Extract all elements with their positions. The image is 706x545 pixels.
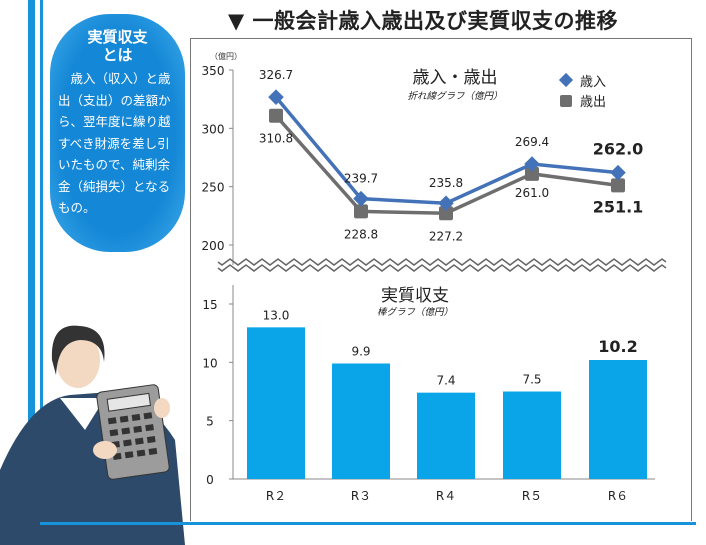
bar-value-label: 9.9	[351, 345, 370, 359]
expenditure-value-label: 251.1	[593, 197, 644, 216]
bar-chart-title: 実質収支	[381, 286, 449, 306]
expenditure-point	[269, 108, 283, 123]
bubble-heading: 実質収支 とは	[50, 28, 185, 64]
bubble-heading-line2: とは	[102, 46, 133, 64]
x-tick-label: R５	[522, 489, 542, 503]
expenditure-value-label: 261.0	[515, 186, 549, 200]
x-tick-label: R２	[266, 489, 286, 503]
axis-break-wave	[217, 258, 667, 272]
bar-R５	[503, 391, 561, 479]
revenue-value-label: 239.7	[344, 172, 378, 186]
person-with-calculator-illustration	[0, 325, 185, 545]
revenue-point	[438, 195, 454, 212]
expenditure-point	[354, 204, 368, 219]
expenditure-value-label: 310.8	[259, 132, 293, 146]
revenue-value-label: 262.0	[593, 140, 644, 159]
expenditure-point	[439, 206, 453, 221]
bar-value-label: 7.4	[436, 374, 455, 388]
revenue-point	[524, 156, 540, 172]
revenue-value-label: 326.7	[259, 68, 293, 82]
decorative-stripe	[28, 0, 35, 545]
x-tick-label: R３	[351, 489, 371, 503]
bar-y-tick-label: 10	[202, 356, 217, 370]
bar-y-tick-label: 0	[206, 473, 214, 487]
revenue-value-label: 235.8	[429, 176, 463, 190]
line-chart-title: 歳入・歳出	[413, 68, 498, 88]
revenue-value-label: 269.4	[515, 135, 549, 149]
line-y-tick-label: 350	[202, 64, 225, 78]
expenditure-value-label: 228.8	[344, 227, 378, 241]
legend-revenue-label: 歳入	[580, 75, 606, 90]
revenue-point	[610, 164, 626, 181]
bar-R４	[417, 392, 475, 479]
bar-chart-subtitle: 棒グラフ（億円）	[377, 306, 453, 318]
bar-R３	[332, 363, 390, 479]
y-unit-label: （億円）	[210, 51, 242, 61]
revenue-point	[353, 190, 369, 207]
legend-expenditure-label: 歳出	[580, 95, 606, 110]
bottom-rule	[40, 522, 696, 525]
bubble-body: 歳入（収入）と歳出（支出）の差額から、翌年度に繰り越すべき財源を差し引いたもので…	[58, 71, 171, 215]
bar-value-label: 7.5	[522, 373, 541, 387]
line-y-tick-label: 300	[202, 122, 225, 136]
bar-value-label: 10.2	[598, 337, 637, 356]
bar-R２	[247, 327, 305, 479]
legend-revenue-diamond-icon	[558, 72, 574, 88]
bar-y-tick-label: 15	[202, 298, 217, 312]
bar-y-tick-label: 5	[206, 415, 214, 429]
line-chart-subtitle: 折れ線グラフ（億円）	[407, 90, 502, 102]
expenditure-point	[525, 166, 539, 181]
x-tick-label: R４	[436, 489, 456, 503]
bar-value-label: 13.0	[263, 308, 290, 322]
bar-R６	[589, 360, 647, 479]
expenditure-point	[611, 178, 625, 193]
x-tick-label: R６	[608, 489, 628, 503]
bubble-heading-line1: 実質収支	[87, 28, 148, 46]
definition-bubble: 実質収支 とは 歳入（収入）と歳出（支出）の差額から、翌年度に繰り越すべき財源を差…	[50, 14, 185, 252]
legend: 歳入 歳出	[558, 72, 606, 110]
line-y-tick-label: 200	[202, 239, 225, 253]
line-y-tick-label: 250	[202, 181, 225, 195]
decorative-stripe	[40, 0, 43, 545]
expenditure-value-label: 227.2	[429, 229, 463, 243]
legend-expenditure-square-icon	[560, 95, 572, 107]
page-title: ▼ 一般会計歳入歳出及び実質収支の推移	[228, 9, 618, 33]
